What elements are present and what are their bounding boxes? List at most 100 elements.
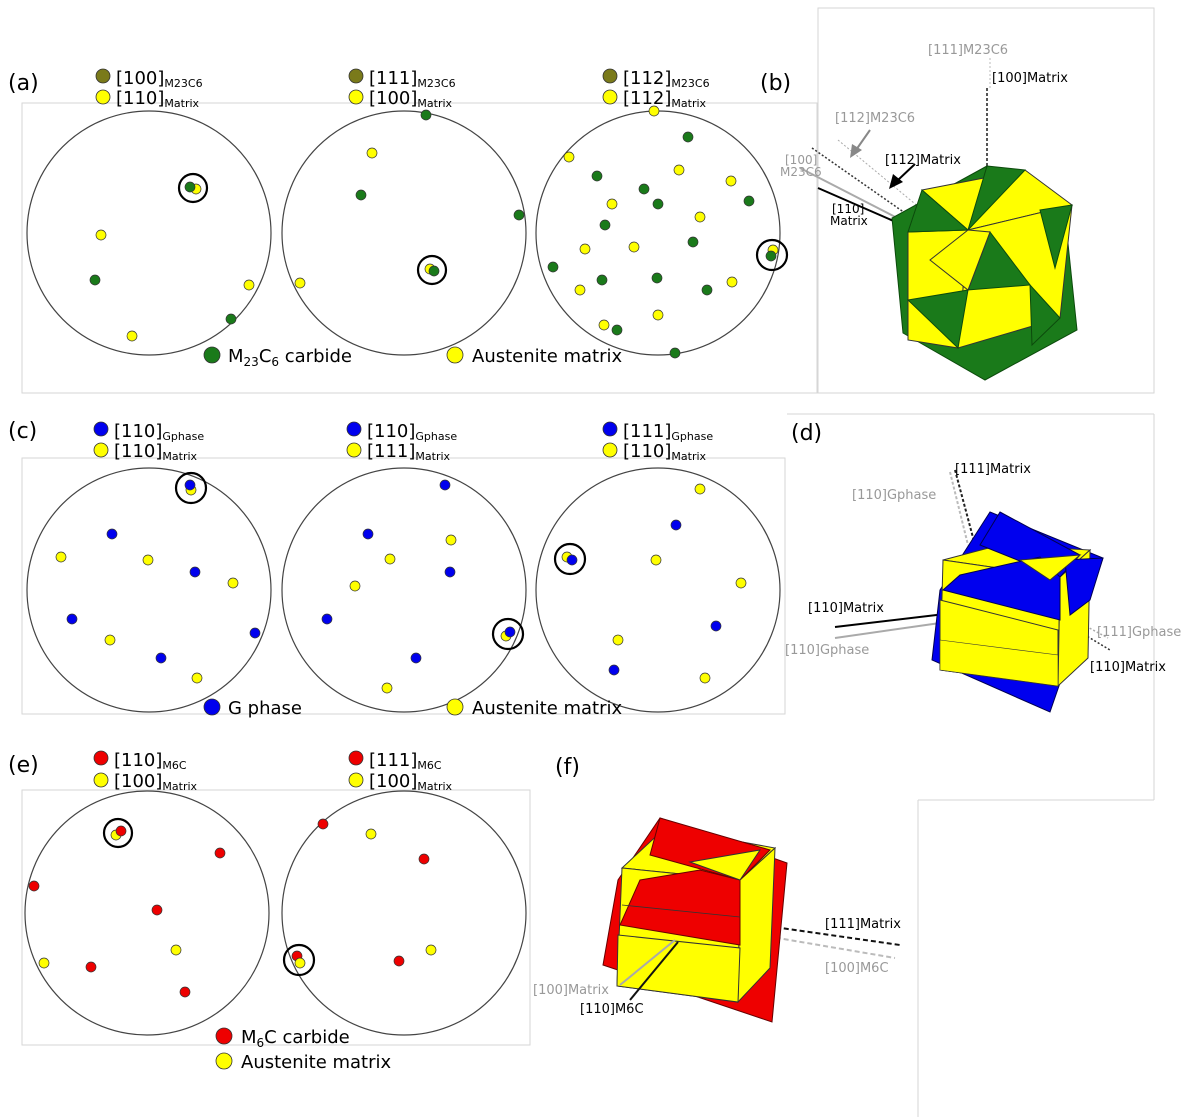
cube-edge [621, 904, 741, 918]
matrix-pole [726, 276, 738, 288]
highlight-ring [553, 542, 587, 576]
legend-olive-dot [602, 68, 618, 84]
legend-phase-axis: [100]M23C6 [116, 68, 203, 90]
legend-c3: [111]Gphase [110]Matrix [602, 421, 713, 463]
m6c-legend-dot [215, 1027, 233, 1045]
matrix-pole [294, 957, 306, 969]
carbide-pole [701, 284, 713, 296]
label-100-m23c6-sub: M23C6 [780, 165, 822, 179]
gphase-pole [410, 652, 422, 664]
m6c-legend-label: M6C carbide [241, 1027, 350, 1050]
pole-figure-c3 [535, 467, 781, 713]
pole-figure-e2 [281, 790, 527, 1036]
stereographic-circle [24, 790, 270, 1036]
cube-inner-wedge [688, 849, 762, 881]
matrix-pole [725, 175, 737, 187]
matrix-legend-dot [446, 698, 464, 716]
legend-c1: [110]Gphase [110]Matrix [93, 421, 204, 463]
m23c6-facet [906, 289, 969, 350]
matrix-pole [366, 147, 378, 159]
carbide-pole [89, 274, 101, 286]
label-110-matrix: [110] [832, 202, 864, 216]
legend-matrix-axis: [100]Matrix [369, 771, 453, 793]
axis-110-gphase-top [949, 471, 969, 546]
matrix-pole [104, 634, 116, 646]
matrix-legend-dot [215, 1052, 233, 1070]
legend-phase-axis: [110]Gphase [367, 421, 457, 443]
carbide-pole [184, 181, 196, 193]
matrix-pole [349, 580, 361, 592]
gphase-pole [321, 613, 333, 625]
pole-figure-a1 [26, 110, 272, 356]
legend-matrix-axis: [100]Matrix [114, 771, 198, 793]
m6c-pole [115, 825, 127, 837]
axis-111-matrix [954, 469, 976, 546]
label-112-m23c6: [112]M23C6 [835, 111, 915, 126]
legend-yellow-dot [95, 89, 111, 105]
stereographic-circle [281, 110, 527, 356]
gphase-pole [566, 554, 578, 566]
carbide-pole [652, 198, 664, 210]
matrix-pole [243, 279, 255, 291]
highlight-ring [755, 238, 789, 272]
matrix-pole [652, 309, 664, 321]
matrix-legend-label: Austenite matrix [472, 346, 623, 367]
matrix-pole [574, 284, 586, 296]
matrix-pole [606, 198, 618, 210]
pole-figure-c2 [281, 467, 527, 713]
axis-112-matrix [811, 147, 906, 214]
cube-inner-wedge [1018, 554, 1082, 581]
legend-a1: [100]M23C6 [110]Matrix [95, 68, 203, 110]
legend-red-dot [348, 750, 364, 766]
carbide-pole [687, 236, 699, 248]
legend-a3: [112]M23C6 [112]Matrix [602, 68, 710, 110]
matrix-pole [699, 672, 711, 684]
legend-blue-dot [602, 421, 618, 437]
panel-label-d: (d) [791, 421, 822, 446]
stereographic-circle [281, 790, 527, 1036]
legend-matrix-axis: [110]Matrix [623, 441, 707, 463]
carbide-pole [428, 265, 440, 277]
matrix-legend-label: Austenite matrix [472, 698, 623, 719]
legend-phase-axis: [111]Gphase [623, 421, 713, 443]
m23c6-facet [1029, 283, 1061, 347]
legend-phase-axis: [112]M23C6 [623, 68, 710, 90]
panel-label-e: (e) [8, 753, 39, 778]
legend-phase-axis: [110]M6C [114, 750, 187, 772]
carbide-pole [611, 324, 623, 336]
carbide-pole [682, 131, 694, 143]
m6c-pole [151, 904, 163, 916]
legend-phase-axis: [111]M6C [369, 750, 442, 772]
carbide-pole [355, 189, 367, 201]
crystal-model-f: [111]Matrix [100]M6C [100]Matrix [110]M6… [533, 817, 901, 1023]
matrix-pole [648, 105, 660, 117]
frame-b [817, 7, 1155, 394]
carbide-pole [765, 250, 777, 262]
matrix-pole [381, 682, 393, 694]
crystal-model-d: [111]Matrix [110]Gphase [110]Matrix [110… [785, 462, 1181, 713]
gphase-pole [444, 566, 456, 578]
m6c-pole [393, 955, 405, 967]
label-100-matrix: [100]Matrix [533, 983, 609, 998]
matrix-pole [694, 483, 706, 495]
highlight-ring [491, 617, 525, 651]
cube-lower-face [616, 934, 741, 1003]
legend-phase-axis: [110]Gphase [114, 421, 204, 443]
axis-100-m6c [759, 934, 896, 959]
legend-olive-dot [95, 68, 111, 84]
arrow-112-m23c6 [855, 129, 871, 151]
matrix-pole [445, 534, 457, 546]
carbide-legend-label: M23C6 carbide [228, 346, 352, 369]
matrix-pole [425, 944, 437, 956]
label-111-matrix: [111]Matrix [825, 917, 901, 932]
label-100-matrix: [100]Matrix [992, 71, 1068, 86]
frame-c [21, 457, 786, 715]
axis-110-m6c [629, 941, 679, 1001]
label-110-m6c: [110]M6C [580, 1002, 644, 1017]
axis-110-matrix-left [834, 613, 946, 628]
gphase-legend-dot [203, 698, 221, 716]
arrow-112-m23c6-head [850, 144, 862, 158]
legend-yellow-dot [602, 442, 618, 458]
panel-label-a: (a) [8, 71, 39, 96]
legend-olive-dot [348, 68, 364, 84]
